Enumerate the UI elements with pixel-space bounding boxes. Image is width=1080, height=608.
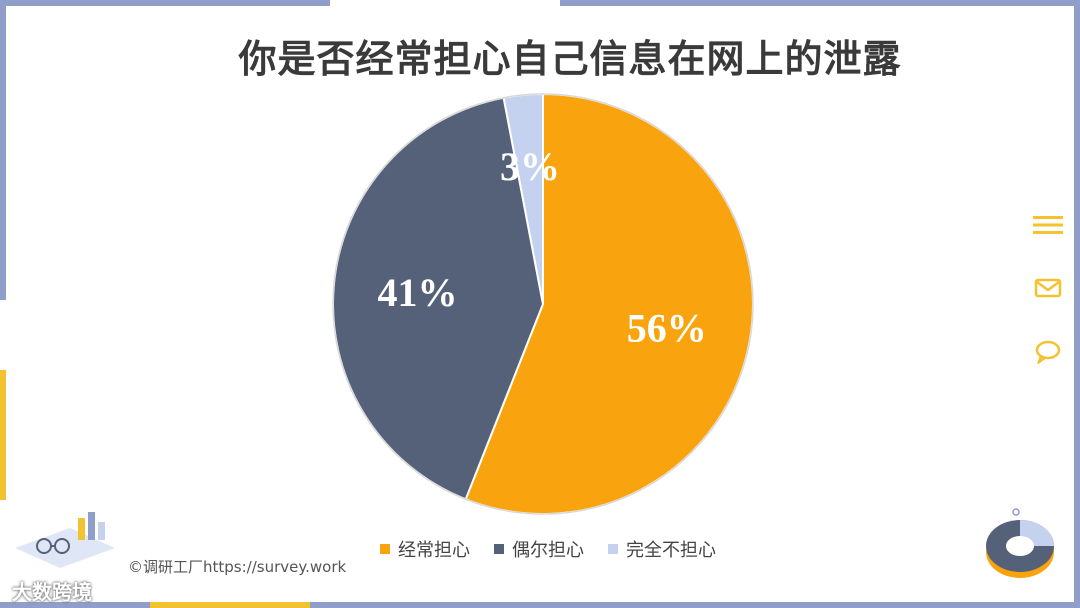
frame-right-bar xyxy=(1074,0,1080,608)
side-toolbar xyxy=(1032,214,1064,364)
mail-icon[interactable] xyxy=(1034,278,1062,298)
menu-icon[interactable] xyxy=(1032,214,1064,236)
frame-left-accent xyxy=(0,370,6,500)
watermark-text: 大数跨境 xyxy=(12,580,92,604)
legend-item-1: 偶尔担心 xyxy=(494,536,584,562)
frame-bottom-accent xyxy=(150,602,310,608)
legend-swatch-2 xyxy=(608,544,618,554)
legend: 经常担心 偶尔担心 完全不担心 xyxy=(380,536,716,562)
pie-label-1: 41% xyxy=(378,270,458,315)
desk-illustration-icon xyxy=(15,512,115,568)
frame-bottom xyxy=(0,602,1080,608)
frame-top-left xyxy=(0,0,330,6)
chat-icon[interactable] xyxy=(1034,340,1062,364)
pie-label-2: 3% xyxy=(500,144,560,189)
legend-item-0: 经常担心 xyxy=(380,536,470,562)
pie-outline xyxy=(332,93,754,515)
frame-left-bar xyxy=(0,0,6,300)
chart-title: 你是否经常担心自己信息在网上的泄露 xyxy=(238,37,902,81)
pie-label-0: 56% xyxy=(627,306,707,351)
legend-label-0: 经常担心 xyxy=(398,540,470,561)
legend-label-2: 完全不担心 xyxy=(626,540,716,561)
frame-top-right xyxy=(560,0,1080,6)
legend-label-1: 偶尔担心 xyxy=(512,540,584,561)
ring-chart-decoration-icon xyxy=(986,508,1054,578)
credit-text: ©调研工厂https://survey.work xyxy=(128,558,347,576)
legend-swatch-0 xyxy=(380,544,390,554)
legend-item-2: 完全不担心 xyxy=(608,536,716,562)
legend-swatch-1 xyxy=(494,544,504,554)
